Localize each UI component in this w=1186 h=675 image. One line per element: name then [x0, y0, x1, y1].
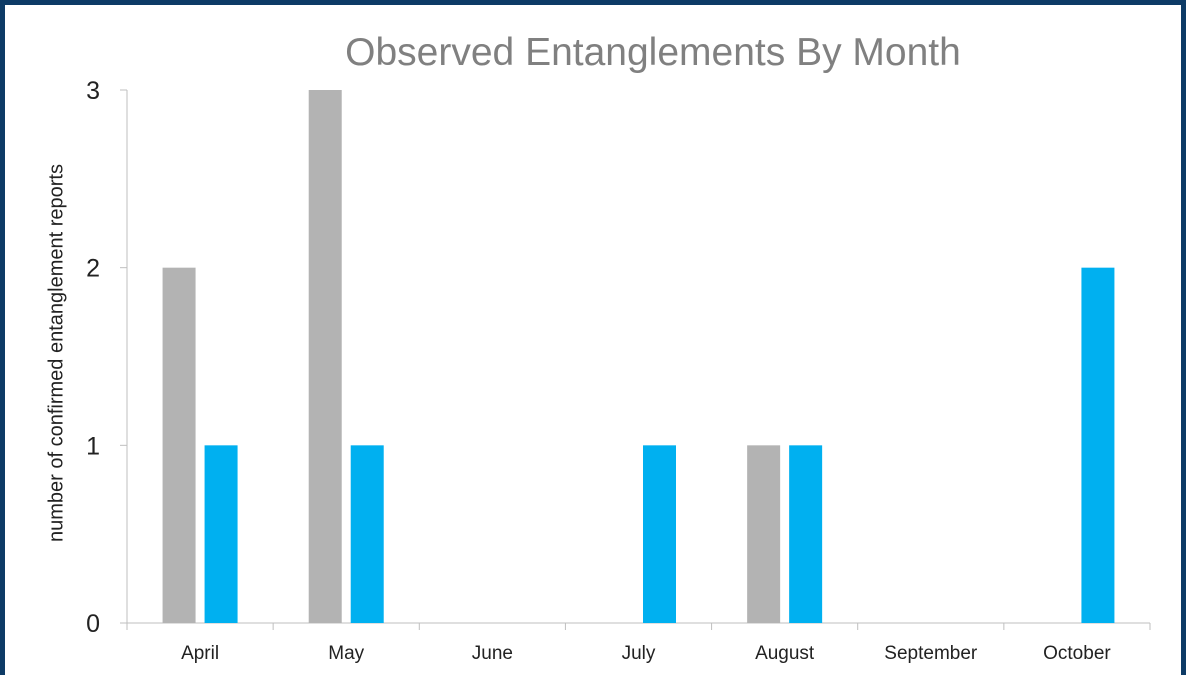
y-tick-label: 3: [86, 77, 100, 105]
bar: [643, 445, 676, 623]
chart-title: Observed Entanglements By Month: [345, 31, 961, 74]
bar: [789, 445, 823, 623]
chart-labels: 0 1 2 3 April May June July August September Octob…: [86, 77, 1111, 664]
y-tick-label: 0: [86, 610, 100, 638]
bar: [162, 267, 196, 623]
x-tick-label: August: [755, 643, 815, 664]
bar: [747, 445, 781, 623]
y-tick-label: 1: [86, 432, 100, 460]
chart-bars: [162, 90, 1115, 623]
x-tick-label: May: [328, 643, 364, 664]
bar: [1081, 267, 1115, 623]
y-tick-label: 2: [86, 255, 100, 283]
bar: [204, 445, 238, 623]
chart-axes: [120, 89, 1151, 630]
x-tick-label: July: [622, 643, 656, 664]
bar: [308, 90, 342, 623]
x-tick-label: June: [472, 643, 513, 664]
chart-frame: Observed Entanglements By Month number o…: [5, 5, 1181, 675]
x-tick-label: September: [884, 643, 978, 664]
x-tick-label: April: [181, 643, 219, 664]
bar: [350, 445, 384, 623]
x-tick-label: October: [1043, 643, 1111, 664]
